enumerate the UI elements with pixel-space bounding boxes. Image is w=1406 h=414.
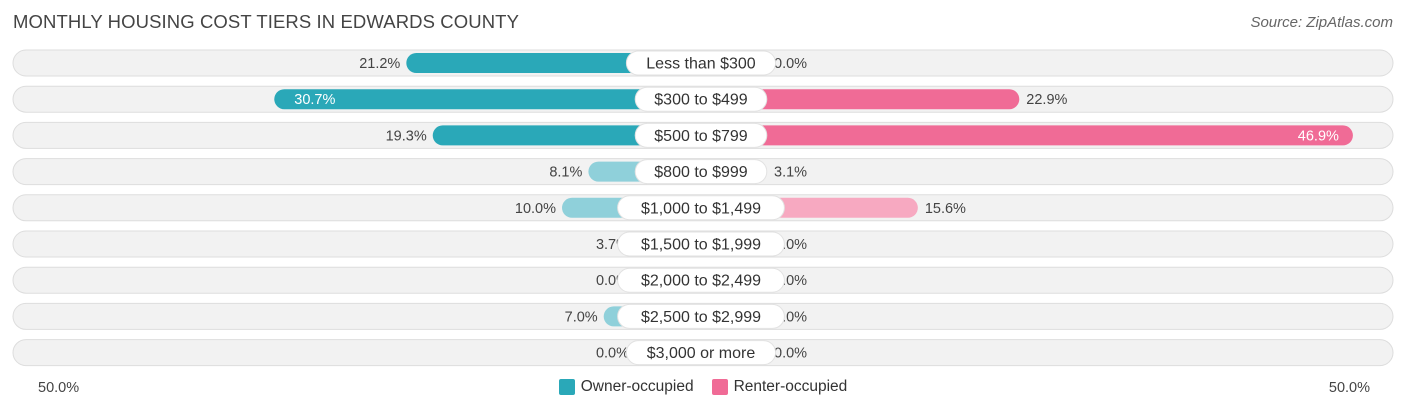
category-pill (634, 86, 768, 112)
legend-item-owner: Owner-occupied (558, 378, 694, 396)
category-label: $1,000 to $1,499 (641, 200, 761, 217)
category-pill (625, 340, 777, 366)
axis-label-right: 50.0% (1328, 380, 1370, 396)
category-label: $2,500 to $2,999 (641, 309, 761, 326)
legend-label-renter: Renter-occupied (733, 378, 848, 395)
category-label: $1,500 to $1,999 (641, 237, 761, 254)
legend-swatch-owner (558, 379, 575, 395)
chart-source: Source: ZipAtlas.com (1250, 14, 1393, 31)
renter-value-label: 0.0% (774, 346, 807, 362)
renter-value-label: 15.6% (925, 201, 966, 217)
category-pill (634, 159, 768, 185)
chart-title: MONTHLY HOUSING COST TIERS IN EDWARDS CO… (13, 11, 520, 32)
renter-bar (701, 89, 1020, 110)
category-label: Less than $300 (646, 56, 756, 73)
category-label: $2,000 to $2,499 (641, 273, 761, 290)
owner-value-label: 0.0% (596, 346, 629, 362)
diverging-bar-chart: 21.2% 0.0% Less than $300 30.7% 22.9% $300 to… (12, 49, 1394, 367)
owner-value-label: 19.3% (386, 128, 427, 144)
category-label: $3,000 or more (647, 345, 756, 362)
legend: Owner-occupied Renter-occupied (0, 378, 1406, 396)
category-pill (617, 231, 785, 257)
owner-value-label: 8.1% (549, 165, 582, 181)
renter-bar (701, 125, 1353, 146)
category-pill (625, 50, 777, 76)
category-label: $300 to $499 (654, 92, 748, 109)
category-pill (634, 122, 768, 148)
owner-bar (432, 125, 701, 146)
legend-label-owner: Owner-occupied (580, 378, 694, 395)
axis-label-left: 50.0% (38, 380, 80, 396)
owner-value-label: 21.2% (359, 56, 400, 72)
owner-value-label: 7.0% (565, 309, 598, 325)
category-pill (617, 195, 785, 221)
renter-value-label: 3.1% (774, 165, 807, 181)
owner-bar (274, 89, 701, 110)
renter-value-label: 46.9% (1298, 128, 1339, 144)
category-label: $500 to $799 (654, 128, 748, 145)
legend-swatch-renter (711, 379, 728, 395)
category-pill (617, 303, 785, 329)
owner-value-label: 10.0% (515, 201, 556, 217)
renter-value-label: 0.0% (774, 56, 807, 72)
renter-value-label: 22.9% (1026, 92, 1067, 108)
owner-value-label: 30.7% (294, 92, 335, 108)
category-label: $800 to $999 (654, 164, 748, 181)
legend-item-renter: Renter-occupied (711, 378, 848, 396)
category-pill (617, 267, 785, 293)
